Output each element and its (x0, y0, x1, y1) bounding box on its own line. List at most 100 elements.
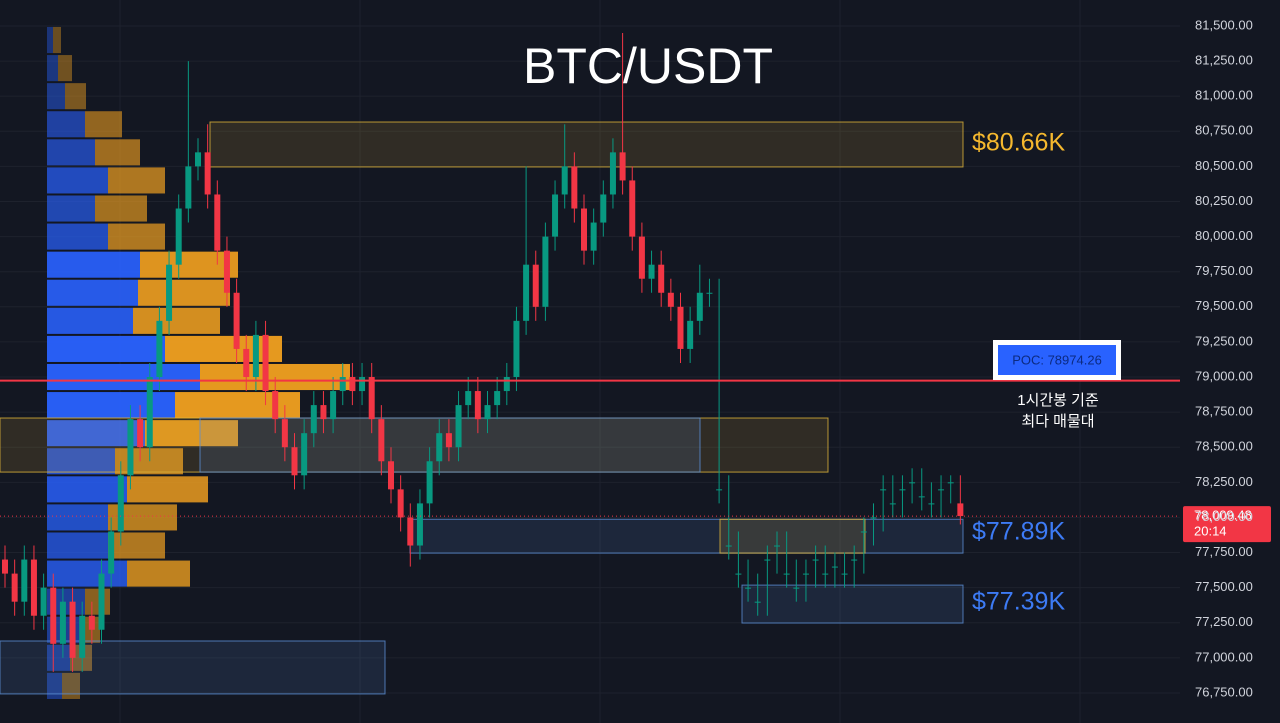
candle-body (137, 419, 144, 448)
candle-body (484, 405, 491, 420)
zone (209, 121, 964, 168)
candle-body (455, 405, 462, 448)
candle-body (214, 194, 221, 251)
candle-body (349, 377, 356, 392)
candle-body (571, 166, 578, 209)
profile-sell (165, 335, 282, 362)
candle-body (98, 573, 105, 630)
profile-buy (47, 139, 95, 166)
candle-body (108, 531, 115, 574)
profile-sell (95, 139, 140, 166)
y-tick-label: 80,250.00 (1195, 193, 1253, 208)
poc-label: POC: 78974.26 (1012, 352, 1102, 367)
profile-sell (85, 111, 122, 138)
candle-body (658, 264, 665, 293)
profile-sell (175, 392, 300, 419)
candle-body (754, 601, 761, 603)
profile-buy (47, 363, 200, 391)
candle-body (561, 166, 568, 195)
candle-body (359, 377, 366, 392)
profile-sell (140, 251, 238, 278)
candle-body (301, 433, 308, 476)
candle-body (957, 503, 964, 517)
candle-body (725, 545, 732, 547)
profile-buy (47, 532, 108, 559)
candle-body (581, 208, 587, 251)
zone (719, 518, 866, 554)
candle-body (40, 587, 47, 616)
candle-body (696, 292, 703, 321)
y-tick-label: 81,250.00 (1195, 53, 1253, 68)
candle-body (146, 377, 153, 448)
candle-body (494, 391, 501, 406)
y-tick-label: 79,250.00 (1195, 333, 1253, 348)
candle-body (831, 566, 838, 568)
candle-body (21, 559, 28, 602)
candle-body (590, 222, 597, 251)
candle-body (474, 391, 481, 420)
candle-body (783, 573, 790, 575)
profile-buy (47, 55, 58, 82)
y-tick-label: 79,000.00 (1195, 368, 1253, 383)
candle-body (2, 559, 8, 574)
profile-buy (47, 335, 165, 362)
profile-sell (127, 560, 190, 587)
profile-sell (108, 167, 165, 194)
candle-body (156, 320, 163, 378)
profile-sell (58, 55, 72, 82)
chart-title: BTC/USDT (523, 38, 773, 94)
annotation: 최다 매물대 (1021, 413, 1094, 430)
y-tick-label: 80,750.00 (1195, 123, 1253, 138)
y-tick-label: 78,750.00 (1195, 404, 1253, 419)
candle-body (745, 587, 752, 589)
y-tick-label: 81,500.00 (1195, 17, 1253, 32)
profile-buy (47, 223, 108, 250)
candle-body (166, 264, 173, 321)
y-tick-label: 80,000.00 (1195, 228, 1253, 243)
candle-body (812, 559, 819, 561)
candle-body (841, 573, 848, 575)
profile-buy (47, 504, 108, 531)
profile-buy (47, 167, 108, 194)
candle-body (687, 320, 694, 349)
candle-body (918, 496, 925, 498)
profile-sell (62, 672, 80, 699)
candle-body (503, 377, 510, 392)
candle-body (426, 461, 433, 504)
profile-buy (47, 279, 138, 306)
candle-body (851, 559, 858, 561)
candle-body (272, 391, 279, 420)
y-tick-label: 79,750.00 (1195, 263, 1253, 278)
candle-body (416, 503, 423, 546)
candle-body (802, 573, 809, 575)
zone (741, 584, 964, 624)
candle-body (204, 152, 211, 195)
candle-body (889, 503, 896, 505)
profile-sell (85, 588, 110, 615)
candle-body (330, 391, 337, 420)
candle-body (822, 573, 829, 575)
candle-body (223, 250, 230, 293)
y-tick-label: 78,000.00 (1195, 509, 1253, 524)
candle-body (899, 489, 906, 491)
candle-body (50, 587, 57, 644)
candle-body (88, 615, 95, 630)
candles (2, 32, 964, 672)
countdown: 20:14 (1194, 524, 1227, 539)
annotation: 1시간봉 기준 (1017, 392, 1099, 409)
candle-body (281, 419, 288, 448)
profile-buy (47, 26, 53, 54)
candle-body (716, 489, 723, 491)
candle-body (436, 433, 443, 462)
candle-body (310, 405, 317, 434)
candle-body (233, 292, 240, 349)
candle-body (388, 461, 394, 490)
profile-buy (47, 392, 175, 419)
candle-body (30, 559, 37, 616)
zone-label: $77.39K (972, 588, 1065, 616)
candle-body (774, 545, 780, 547)
profile-sell (53, 26, 61, 54)
zone-label: $80.66K (972, 129, 1065, 157)
candle-body (532, 264, 539, 307)
